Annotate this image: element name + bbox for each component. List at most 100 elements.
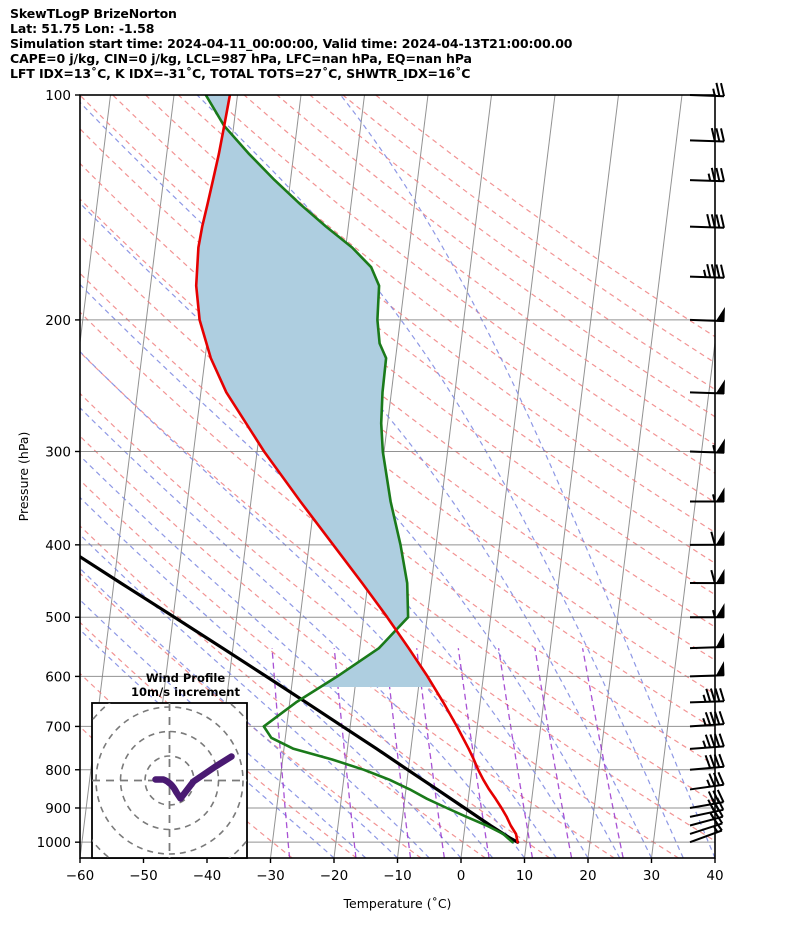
- wind-barb: [689, 307, 725, 323]
- wind-barb-shaft: [689, 822, 723, 835]
- wind-barb-full: [707, 799, 716, 813]
- x-tick-label: −50: [129, 868, 158, 884]
- header-cape: CAPE=0 j/kg, CIN=0 j/kg, LCL=987 hPa, LF…: [10, 51, 472, 67]
- y-axis-label: Pressure (hPa): [16, 432, 31, 522]
- mixing-ratio-line: [457, 648, 490, 858]
- parcel-path-line: [80, 554, 520, 844]
- wind-barb-full: [709, 734, 716, 748]
- wind-barb-full: [710, 264, 716, 278]
- header-title: SkewTLogP BrizeNorton: [10, 6, 177, 21]
- moist-adiabat-line: [80, 350, 557, 858]
- wind-barb-full: [720, 264, 725, 279]
- wind-barb-full: [714, 688, 721, 702]
- wind-barb-half: [702, 717, 707, 726]
- dry-adiabat-line: [80, 95, 715, 596]
- dry-adiabat-line: [80, 311, 715, 804]
- dry-adiabat-line: [80, 128, 715, 628]
- wind-barb-half: [702, 740, 707, 749]
- wind-barb-full: [706, 263, 712, 278]
- y-tick-label: 200: [45, 313, 71, 329]
- hodograph-title-line2: 10m/s increment: [131, 685, 240, 699]
- wind-barb-full: [717, 771, 725, 786]
- y-tick-label: 1000: [37, 835, 71, 851]
- wind-barb: [689, 82, 725, 98]
- wind-barb-full: [707, 791, 716, 805]
- dry-adiabat-line: [80, 479, 551, 858]
- hodograph-title-line1: Wind Profile: [146, 671, 226, 685]
- wind-barb-full: [709, 754, 716, 768]
- wind-barb-half: [709, 812, 715, 820]
- wind-barb-full: [712, 772, 721, 786]
- wind-barb: [689, 167, 725, 183]
- header-latlon: Lat: 51.75 Lon: -1.58: [10, 21, 155, 37]
- isotherm-line: [714, 853, 715, 858]
- mixing-ratio-line: [333, 648, 357, 858]
- wind-barb: [689, 688, 725, 704]
- wind-barb-full: [713, 754, 721, 768]
- moist-adiabat-line: [80, 567, 398, 858]
- temperature-profile-line: [194, 95, 519, 844]
- wind-barb-half: [712, 609, 716, 618]
- wind-barb-pennant: [715, 530, 725, 546]
- wind-barb-pennant: [715, 632, 725, 648]
- wind-barb-full: [715, 128, 721, 142]
- dry-adiabat-line: [112, 95, 715, 564]
- wind-barb-half: [707, 173, 712, 182]
- y-tick-label: 100: [45, 88, 71, 104]
- wind-barb: [689, 661, 725, 678]
- isotherm-line: [524, 95, 619, 858]
- dewpoint-profile-line: [204, 95, 514, 844]
- x-tick-label: 10: [516, 868, 533, 884]
- wind-barb-shaft: [689, 808, 724, 818]
- y-tick-label: 900: [45, 801, 71, 817]
- wind-barb-full: [716, 789, 725, 803]
- wind-barb: [689, 487, 725, 503]
- moist-adiabat-line: [196, 95, 684, 858]
- wind-barb-full: [708, 773, 716, 787]
- wind-barb: [689, 213, 725, 229]
- wind-barb-half: [703, 269, 707, 278]
- x-axis-label: Temperature (˚C): [343, 896, 452, 911]
- wind-barb-half: [706, 779, 711, 787]
- x-tick-label: −60: [66, 868, 95, 884]
- wind-barb: [689, 568, 725, 585]
- wind-barb-full: [718, 753, 725, 768]
- wind-barb-shaft: [689, 815, 724, 827]
- moist-adiabat-line: [80, 283, 589, 858]
- moist-adiabat-line: [80, 202, 621, 858]
- data-layer: [80, 95, 520, 844]
- wind-barb-full: [720, 167, 725, 182]
- wind-barb-full: [718, 733, 725, 747]
- wind-barb-pennant: [715, 487, 725, 502]
- y-tick-label: 500: [45, 610, 71, 626]
- moist-adiabat-line: [340, 95, 715, 858]
- mixing-ratio-line: [416, 648, 445, 858]
- wind-barb-shaft: [689, 783, 724, 791]
- dry-adiabat-line: [80, 351, 715, 842]
- wind-barb-shaft: [689, 225, 725, 229]
- cape-shaded-region: [196, 95, 434, 687]
- wind-barb-shaft: [689, 801, 724, 809]
- moist-adiabat-line: [80, 533, 430, 858]
- wind-barb: [689, 753, 725, 771]
- header-indices: LFT IDX=13˚C, K IDX=-31˚C, TOTAL TOTS=27…: [10, 66, 471, 82]
- wind-barb-shaft: [689, 94, 725, 98]
- wind-barb-pennant: [715, 438, 725, 454]
- wind-barb-half: [712, 494, 716, 502]
- y-tick-label: 600: [45, 669, 71, 685]
- wind-barb-full: [705, 688, 712, 702]
- wind-barb-half: [702, 694, 707, 703]
- x-tick-label: 40: [706, 868, 723, 884]
- wind-barb-shaft: [689, 829, 723, 844]
- wind-barb-full: [710, 569, 716, 584]
- x-tick-label: −30: [256, 868, 285, 884]
- wind-barb: [689, 603, 725, 619]
- dry-adiabat-line: [80, 272, 715, 767]
- wind-barb-shaft: [689, 700, 725, 704]
- x-tick-label: 20: [579, 868, 596, 884]
- wind-barb-shaft: [689, 179, 725, 183]
- wind-barb-pennant: [715, 661, 725, 677]
- y-tick-label: 400: [45, 538, 71, 554]
